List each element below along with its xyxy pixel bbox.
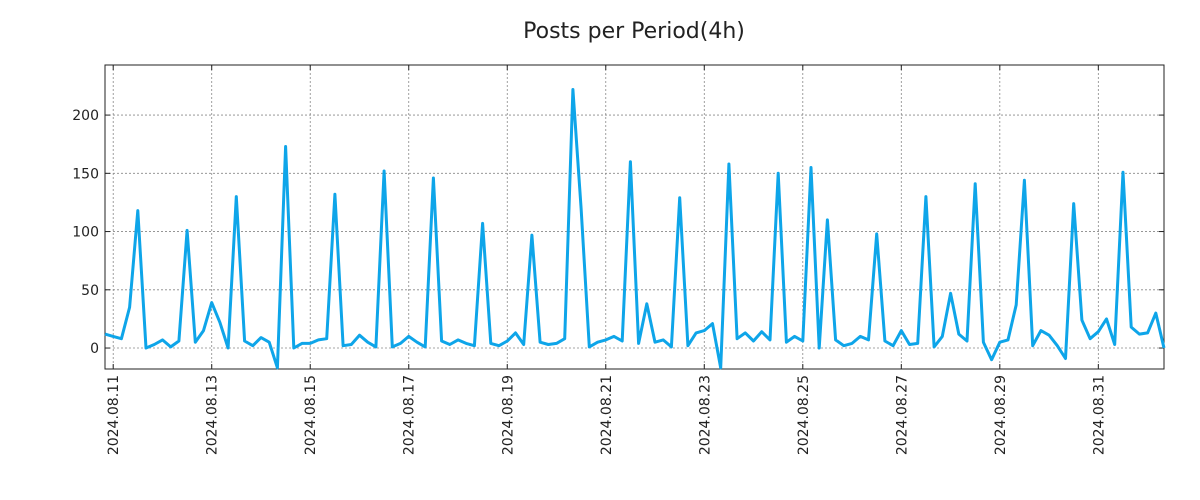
y-tick-label: 200 <box>72 108 99 124</box>
x-tick-label: 2024.08.25 <box>796 375 812 455</box>
plot-frame <box>104 64 1165 370</box>
grid-x <box>112 65 1099 369</box>
x-tick-label: 2024.08.19 <box>500 375 516 455</box>
y-tick-label: 150 <box>72 166 99 182</box>
x-tick-labels: 2024.08.11 2024.08.13 2024.08.15 2024.08.17… <box>106 375 1107 455</box>
x-tick-label: 2024.08.15 <box>303 375 319 455</box>
x-tick-label: 2024.08.31 <box>1091 375 1107 455</box>
y-tick-label: 100 <box>72 225 99 241</box>
series-line-posts <box>104 88 1166 370</box>
x-tick-label: 2024.08.27 <box>894 375 910 455</box>
x-tick-label: 2024.08.23 <box>697 375 713 455</box>
y-tick-label: 0 <box>90 341 99 357</box>
y-tick-labels: 0 50 100 150 200 <box>72 108 99 357</box>
y-tick-label: 50 <box>81 283 99 299</box>
x-tick-label: 2024.08.13 <box>205 375 221 455</box>
axis-ticks <box>105 65 1164 369</box>
chart-title: Posts per Period(4h) <box>523 19 745 44</box>
x-tick-label: 2024.08.11 <box>106 375 122 455</box>
x-tick-label: 2024.08.29 <box>993 375 1009 455</box>
x-tick-label: 2024.08.17 <box>402 375 418 455</box>
x-tick-label: 2024.08.21 <box>599 375 615 455</box>
